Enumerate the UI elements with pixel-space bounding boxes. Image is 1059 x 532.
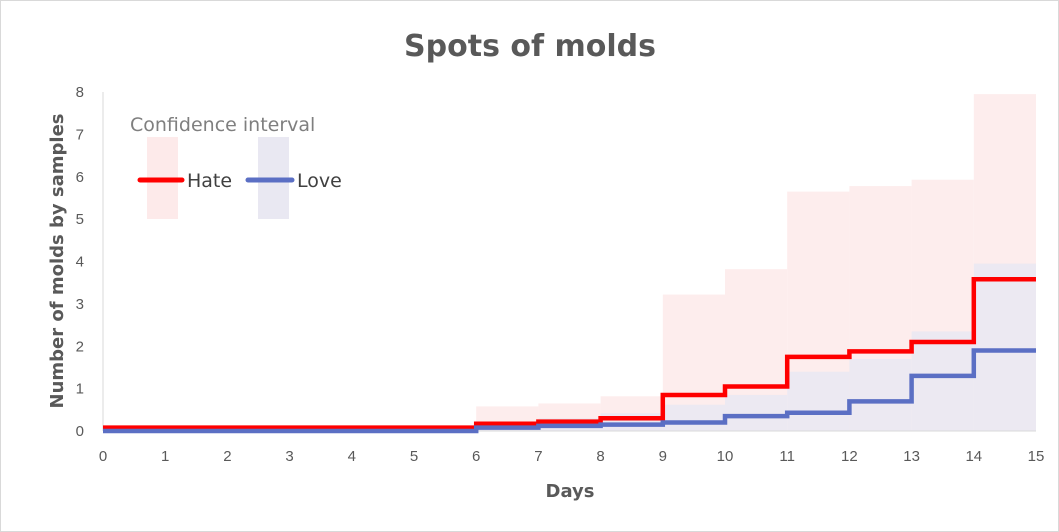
x-tick-label: 0: [99, 448, 107, 465]
x-tick-label: 4: [348, 448, 356, 465]
legend-title: Confidence interval: [130, 114, 315, 136]
ci-band-love: [849, 358, 912, 431]
y-tick-label: 0: [76, 423, 84, 440]
x-tick-label: 15: [1028, 448, 1045, 465]
legend-entry-hate: Hate: [187, 170, 232, 192]
ci-band-love: [787, 371, 850, 431]
x-tick-label: 5: [410, 448, 418, 465]
series-lines: [103, 277, 1036, 434]
ci-band-love: [725, 394, 788, 431]
series-line-hate: [103, 277, 1036, 430]
y-tick-label: 2: [76, 338, 84, 355]
x-tick-labels: 0 1 2 3 4 5 6 7 8 9 10 11 12 13 14 15: [99, 448, 1045, 465]
x-tick-label: 9: [659, 448, 667, 465]
x-tick-label: 12: [841, 448, 858, 465]
x-tick-label: 10: [717, 448, 734, 465]
x-tick-label: 1: [161, 448, 169, 465]
series-line-love: [103, 348, 1036, 434]
x-tick-label: 13: [903, 448, 920, 465]
x-tick-label: 11: [779, 448, 795, 465]
ci-band-love: [600, 413, 663, 431]
confidence-bands: [476, 94, 1036, 432]
x-tick-label: 14: [965, 448, 982, 465]
x-tick-label: 6: [472, 448, 480, 465]
y-tick-label: 5: [76, 211, 84, 228]
y-tick-label: 3: [76, 296, 84, 313]
x-tick-label: 7: [534, 448, 542, 465]
chart-title: Spots of molds: [404, 29, 656, 64]
x-tick-label: 3: [285, 448, 293, 465]
x-axis-label: Days: [546, 481, 595, 502]
y-tick-label: 1: [76, 381, 84, 398]
y-tick-labels: 0 1 2 3 4 5 6 7 8: [76, 84, 84, 440]
legend-entry-love: Love: [297, 170, 342, 192]
ci-band-love: [911, 331, 974, 431]
y-tick-label: 8: [76, 84, 84, 101]
legend: Confidence interval Hate Love: [130, 114, 342, 219]
y-axis-label: Number of molds by samples: [47, 114, 68, 409]
y-tick-label: 6: [76, 169, 84, 186]
ci-band-love: [973, 263, 1036, 431]
y-tick-label: 4: [76, 254, 84, 271]
x-tick-label: 2: [223, 448, 231, 465]
y-tick-label: 7: [76, 126, 84, 143]
ci-band-love: [662, 404, 725, 431]
x-tick-label: 8: [596, 448, 604, 465]
